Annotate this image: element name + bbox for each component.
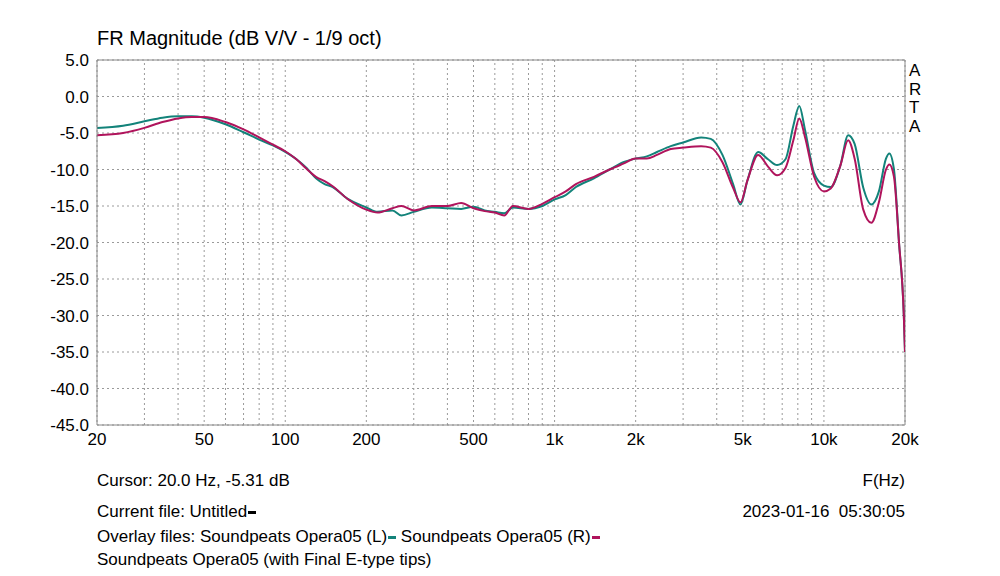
html-text:FR Magnitude (dB V/V - 1/9 oct: FR Magnitude (dB V/V - 1/9 oct) bbox=[97, 27, 382, 49]
html-text:2023-01-16 05:30:05: 2023-01-16 05:30:05 bbox=[742, 502, 905, 521]
svg-text:20: 20 bbox=[88, 430, 107, 449]
svg-text:20k: 20k bbox=[891, 430, 919, 449]
svg-text:5.0: 5.0 bbox=[65, 51, 89, 70]
html-text:R: R bbox=[909, 79, 922, 99]
svg-text:1k: 1k bbox=[546, 430, 564, 449]
html-text:A: A bbox=[909, 61, 921, 80]
svg-text:10k: 10k bbox=[810, 430, 838, 449]
svg-text:-20.0: -20.0 bbox=[50, 234, 89, 253]
html-text:Soundpeats Opera05 (with Final: Soundpeats Opera05 (with Final E-type ti… bbox=[97, 550, 432, 569]
svg-text:-45.0: -45.0 bbox=[50, 416, 89, 435]
html-text:A: A bbox=[909, 116, 921, 136]
svg-text:-30.0: -30.0 bbox=[50, 307, 89, 326]
svg-text:-10.0: -10.0 bbox=[50, 161, 89, 180]
svg-text:100: 100 bbox=[271, 430, 299, 449]
svg-text:-15.0: -15.0 bbox=[50, 197, 89, 216]
svg-text:0.0: 0.0 bbox=[65, 88, 89, 107]
html-text:Soundpeats Opera05 (R): Soundpeats Opera05 (R) bbox=[396, 527, 591, 546]
svg-text:200: 200 bbox=[352, 430, 380, 449]
svg-text:-40.0: -40.0 bbox=[50, 380, 89, 399]
svg-text:500: 500 bbox=[459, 430, 487, 449]
html-text:F(Hz): F(Hz) bbox=[862, 471, 905, 490]
html-text:T: T bbox=[909, 98, 920, 117]
svg-text:50: 50 bbox=[195, 430, 214, 449]
svg-text:5k: 5k bbox=[734, 430, 752, 449]
html-text:Current file: Untitled: Current file: Untitled bbox=[97, 502, 248, 521]
svg-text:-5.0: -5.0 bbox=[60, 124, 89, 143]
html-text:Overlay files: Soundpeats Oper: Overlay files: Soundpeats Opera05 (L) bbox=[97, 527, 388, 546]
svg-text:-25.0: -25.0 bbox=[50, 270, 89, 289]
svg-text:2k: 2k bbox=[627, 430, 645, 449]
svg-text:-35.0: -35.0 bbox=[50, 343, 89, 362]
html-text:Cursor: 20.0 Hz, -5.31 dB: Cursor: 20.0 Hz, -5.31 dB bbox=[97, 471, 290, 490]
